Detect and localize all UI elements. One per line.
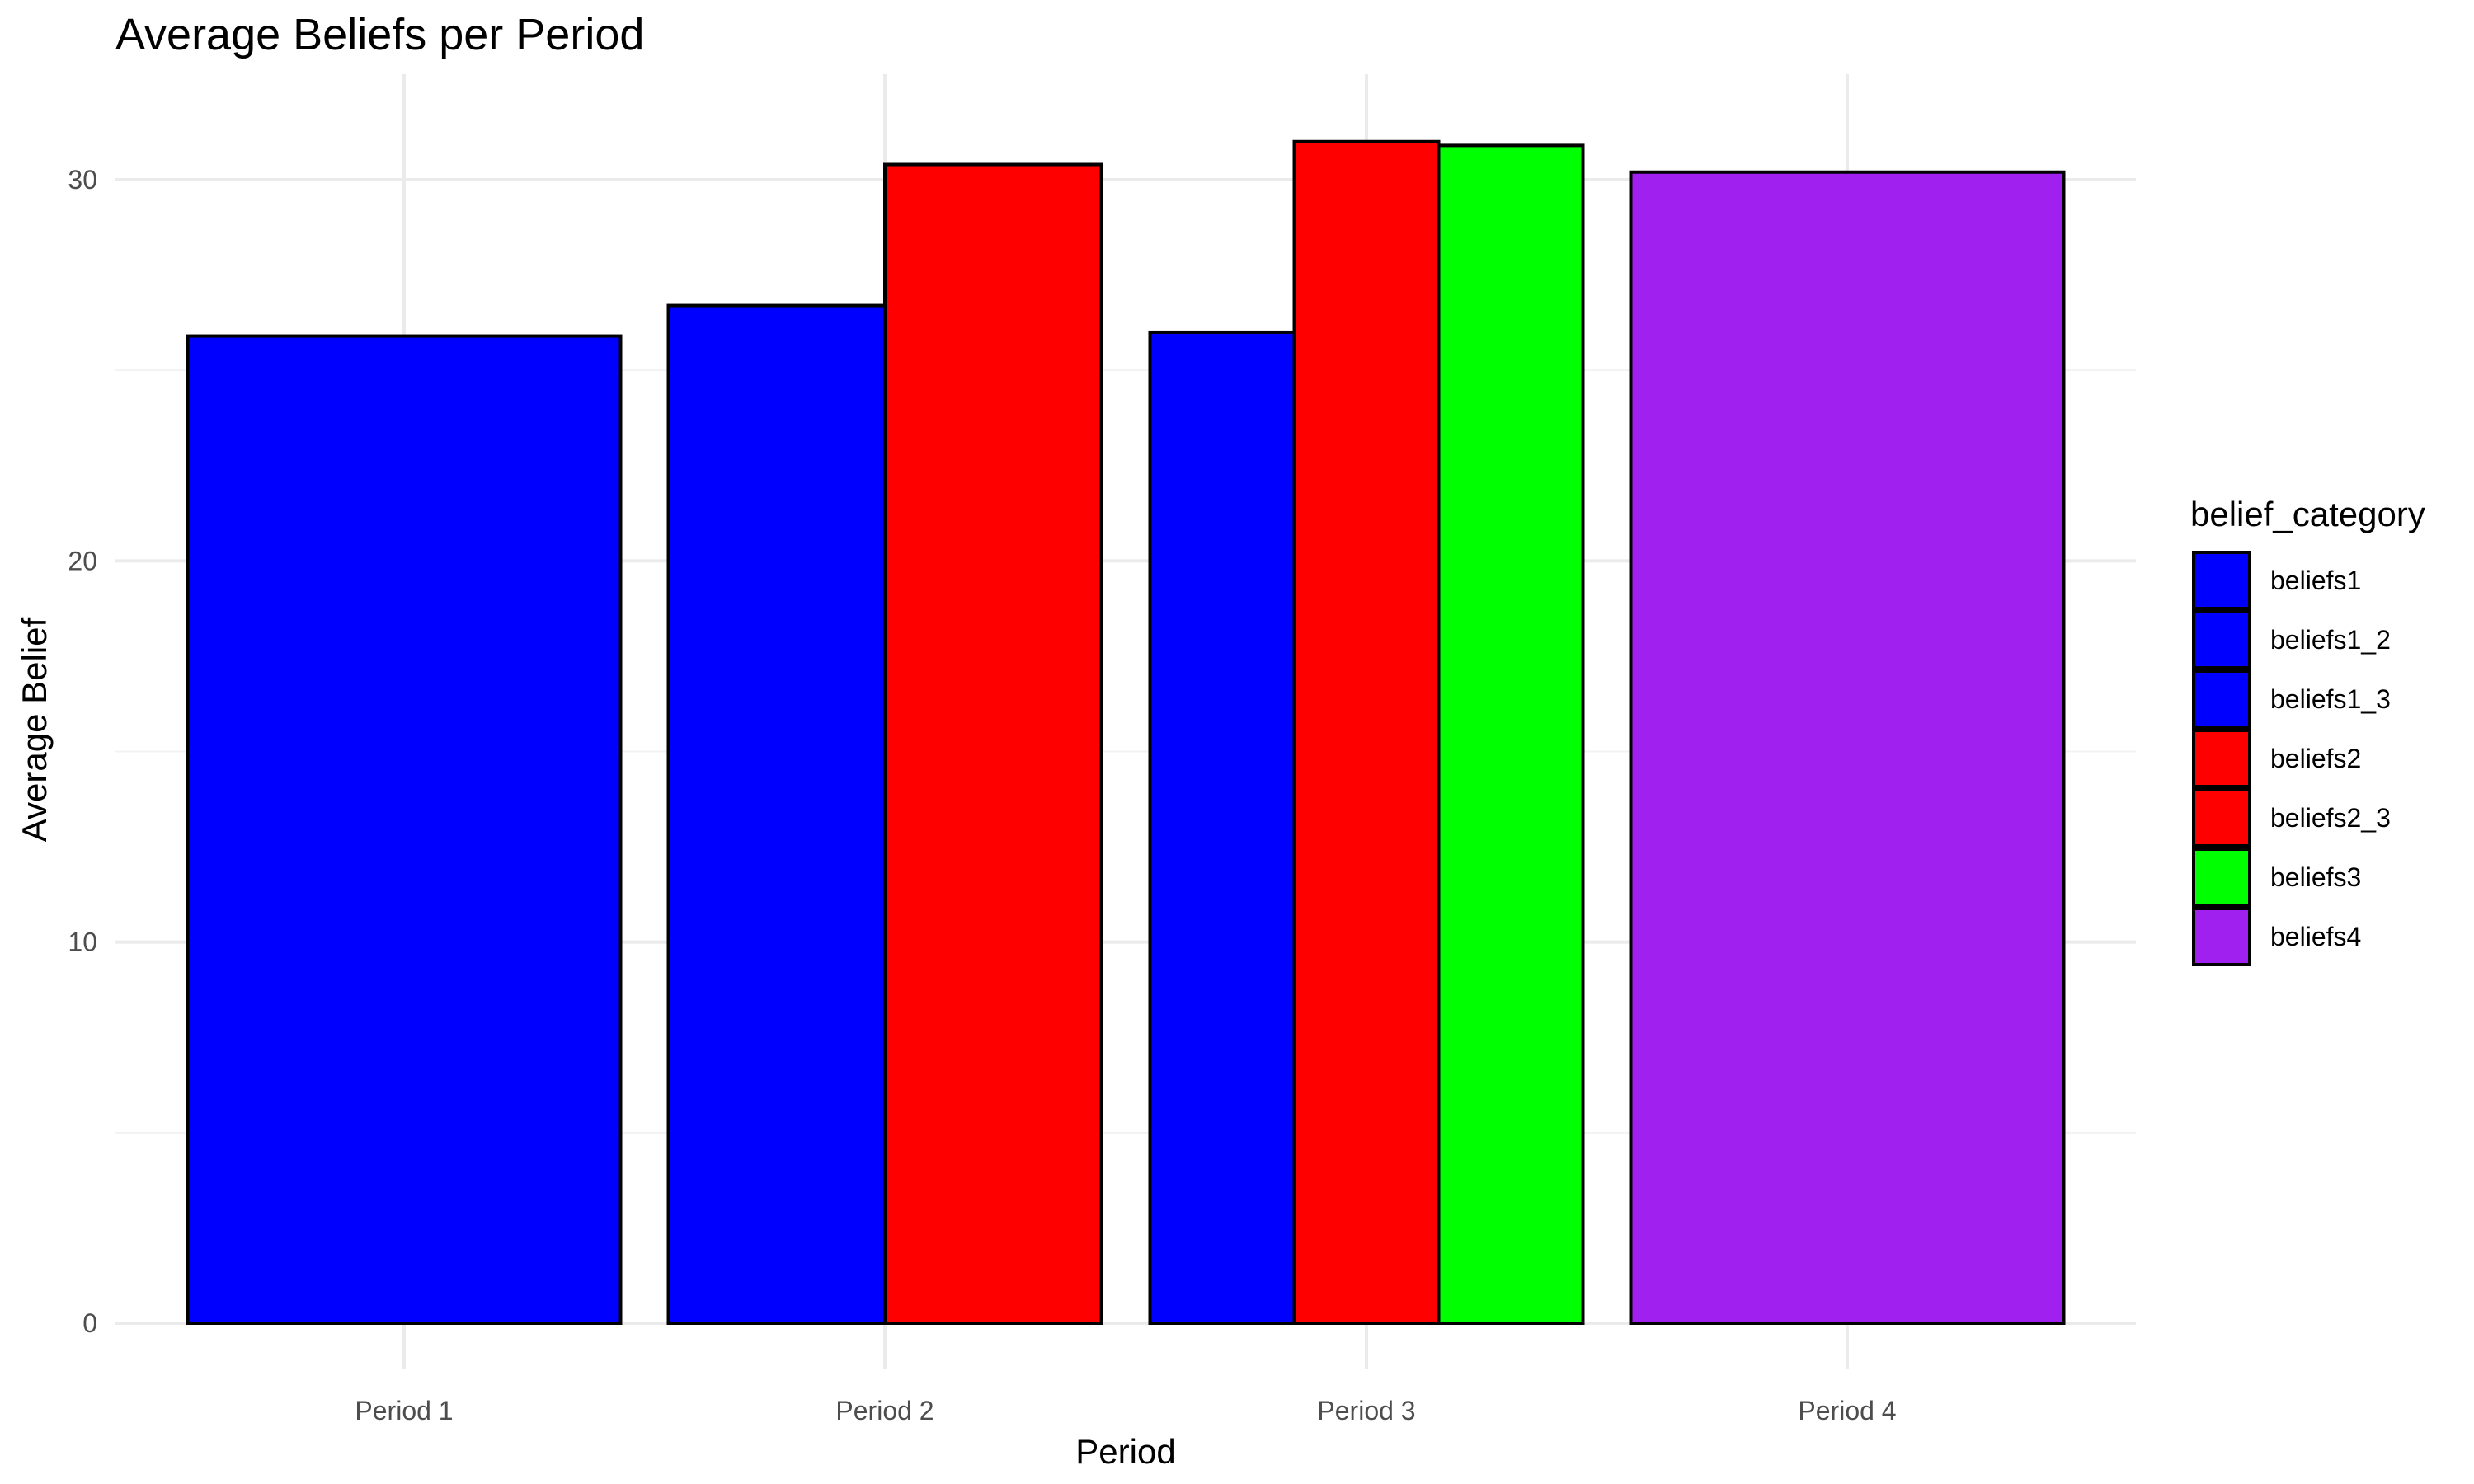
bar-beliefs1_3 <box>1148 330 1296 1325</box>
x-axis-title: Period <box>1075 1432 1175 1471</box>
legend-title: belief_category <box>2190 495 2425 533</box>
legend-label-beliefs2: beliefs2 <box>2270 744 2361 773</box>
x-tick-label: Period 3 <box>1317 1396 1415 1425</box>
legend: belief_category beliefs1 beliefs1_2belief… <box>2190 495 2425 966</box>
y-axis-title: Average Belief <box>15 617 54 842</box>
legend-label-beliefs1_2: beliefs1_2 <box>2270 625 2391 655</box>
legend-label-beliefs1: beliefs1 <box>2270 566 2361 595</box>
legend-key-beliefs1_3 <box>2192 669 2251 729</box>
axes: 0 10 20 30 Period 1 Period 2 Period 3 Period 4 <box>68 165 1896 1425</box>
chart-title: Average Beliefs per Period <box>115 10 644 59</box>
y-tick-label: 10 <box>68 928 97 957</box>
legend-label-beliefs1_3: beliefs1_3 <box>2270 684 2391 714</box>
x-tick-label: Period 4 <box>1798 1396 1896 1425</box>
legend-key-beliefs3 <box>2192 848 2251 907</box>
bar-beliefs2_3 <box>1292 139 1441 1325</box>
bar-beliefs1 <box>186 334 623 1326</box>
x-tick-label: Period 1 <box>355 1396 453 1425</box>
y-tick-label: 30 <box>68 165 97 195</box>
legend-key-beliefs2_3 <box>2192 788 2251 848</box>
legend-key-beliefs2 <box>2192 729 2251 788</box>
legend-key-beliefs1 <box>2192 551 2251 610</box>
legend-label-beliefs4: beliefs4 <box>2270 922 2361 951</box>
legend-key-beliefs4 <box>2192 907 2251 966</box>
bars <box>186 139 2066 1326</box>
legend-label-beliefs3: beliefs3 <box>2270 862 2361 892</box>
legend-key-beliefs1_2 <box>2192 610 2251 669</box>
y-tick-label: 0 <box>82 1308 97 1338</box>
bar-beliefs4 <box>1629 170 2066 1326</box>
bar-beliefs3 <box>1437 143 1585 1325</box>
bar-beliefs1_2 <box>666 303 887 1326</box>
bar-beliefs2 <box>883 162 1103 1325</box>
y-tick-label: 20 <box>68 546 97 575</box>
x-tick-label: Period 2 <box>835 1396 934 1425</box>
legend-label-beliefs2_3: beliefs2_3 <box>2270 803 2391 833</box>
